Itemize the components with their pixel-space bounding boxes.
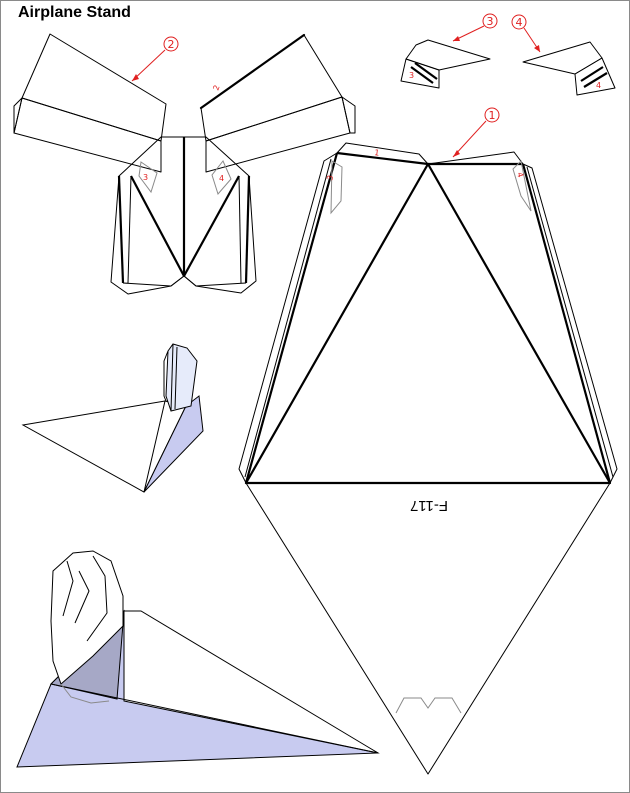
part-3-side xyxy=(400,58,440,89)
part-4-template: 4 xyxy=(522,41,616,96)
base-side-tab-3 xyxy=(330,160,343,215)
part-4-tab-label: 4 xyxy=(596,81,601,90)
callout-4: 4 xyxy=(511,14,541,53)
base-bottom-tab xyxy=(395,697,462,714)
base-tab-label-1: 1 xyxy=(374,148,380,158)
arm-tab-label-3: 3 xyxy=(143,173,148,182)
part-2-left-wing-lower xyxy=(13,97,162,173)
part-2-left-end-tab xyxy=(13,97,23,134)
part-2-right-wing xyxy=(200,34,343,142)
part-2-flap-label: 2 xyxy=(211,84,221,92)
part-3-template: 3 xyxy=(400,39,491,89)
assembled-stand-small xyxy=(21,343,204,493)
arm-glue-tab-3 xyxy=(138,161,158,194)
part-4-side xyxy=(574,57,616,96)
part-4-top xyxy=(522,41,603,75)
assembled-stand-large xyxy=(16,550,380,768)
arm-tab-label-4: 4 xyxy=(219,174,224,183)
part-2-right-end-tab xyxy=(341,96,356,134)
svg-text:2: 2 xyxy=(168,38,175,51)
part-2-template: 3 4 2 xyxy=(13,33,356,295)
page-title: Airplane Stand xyxy=(18,4,131,21)
arm-glue-tab-4 xyxy=(211,160,232,196)
callout-3: 3 xyxy=(452,13,498,42)
svg-text:1: 1 xyxy=(489,109,496,122)
part-code-label: F-117 xyxy=(410,497,448,514)
part-2-right-wing-lower xyxy=(205,96,351,173)
svg-text:3: 3 xyxy=(487,15,494,28)
base-top-flap xyxy=(336,142,429,165)
callout-2: 2 xyxy=(131,36,179,82)
callout-1: 1 xyxy=(452,107,500,158)
part-1-base-template: 1 3 4 F-117 xyxy=(238,142,618,775)
base-top-flap-right xyxy=(427,151,524,165)
base-lower-diamond xyxy=(245,482,611,775)
part-3-tab-label: 3 xyxy=(409,71,414,80)
base-tab-label-3: 3 xyxy=(325,174,335,181)
base-tab-label-4: 4 xyxy=(515,171,525,178)
base-side-tab-4 xyxy=(512,159,532,212)
part-2-left-wing xyxy=(21,33,167,142)
svg-text:4: 4 xyxy=(516,16,523,29)
